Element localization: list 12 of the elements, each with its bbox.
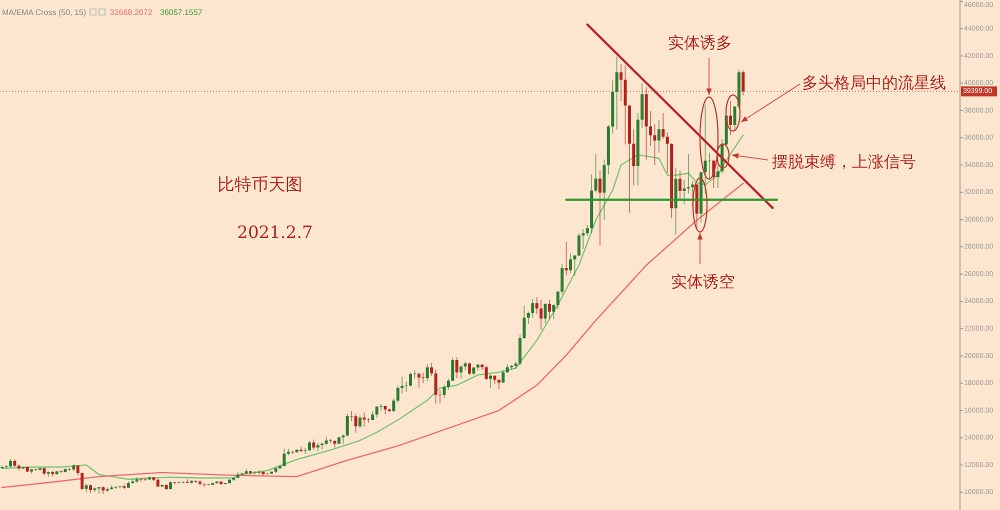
annotation: 实体诱空 — [671, 272, 735, 291]
annotation: 摆脱束缚，上涨信号 — [772, 152, 916, 171]
annotation: 多头格局中的流星线 — [802, 73, 946, 92]
text: 2021.2.7 — [237, 223, 313, 243]
annotation: 32668.2672 — [110, 8, 153, 17]
annotation: 36057.1557 — [160, 8, 203, 17]
line-series — [1, 134, 744, 480]
text: 比特币天图 — [218, 175, 302, 195]
annotation: 实体诱多 — [668, 33, 732, 52]
candlestick — [366, 417, 370, 424]
annotation: MA/EMA Cross (50, 15) — [2, 8, 86, 17]
candlestick — [413, 370, 416, 380]
